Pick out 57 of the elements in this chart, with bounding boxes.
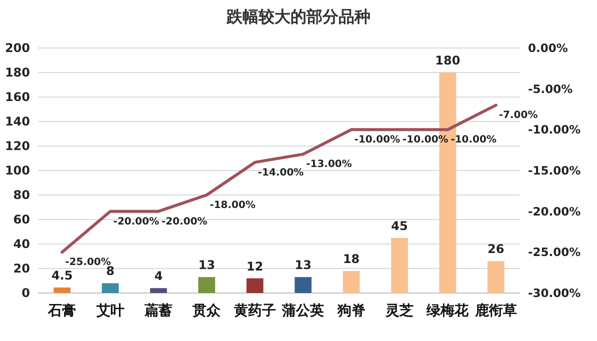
y2-tick-label: -25.00% [528,245,582,260]
data-label: -10.00% [354,134,400,146]
bar [342,270,360,293]
data-label: -7.00% [498,110,538,122]
x-tick-label: 艾叶 [95,303,124,319]
y-tick-label: 180 [4,66,30,80]
bar [198,277,216,293]
y-tick-label: 160 [4,90,30,104]
data-label: 4.5 [51,268,73,282]
y-tick-label: 0 [22,286,30,300]
data-label: 18 [342,252,360,266]
x-tick-label: 绿梅花 [426,303,470,319]
x-tick-label: 萹蓄 [144,303,172,319]
x-tick-label: 石膏 [47,303,76,319]
x-tick-label: 狗脊 [336,303,366,319]
data-label: 45 [391,218,408,233]
y2-tick-label: -15.00% [528,164,582,178]
bar [294,277,312,293]
data-label: -20.00% [162,216,208,228]
data-label: -10.00% [402,134,448,146]
data-label: 26 [488,242,504,256]
bar [102,283,119,293]
bar [54,287,71,293]
bar [150,288,167,293]
y-tick-label: 120 [4,139,30,153]
x-tick-label: 灵芝 [384,303,414,319]
y-tick-label: 200 [4,41,30,55]
data-label: 13 [198,258,216,272]
bar [246,278,264,293]
y2-tick-label: -10.00% [528,122,582,137]
x-tick-label: 贯众 [192,303,222,319]
y-tick-label: 60 [13,212,30,226]
y-tick-label: 20 [13,262,30,276]
x-tick-label: 蒲公英 [281,303,324,319]
bar [487,261,504,293]
data-label: 13 [294,258,312,272]
y-tick-label: 100 [4,164,30,178]
data-label: -13.00% [306,159,352,170]
bar [391,238,408,293]
y-tick-label: 80 [13,188,30,202]
data-label: -20.00% [113,216,160,228]
y2-tick-label: -20.00% [528,204,582,218]
chart-title: 跌幅较大的部分品种 [226,7,370,26]
y-tick-label: 140 [4,114,30,128]
y2-tick-label: 0.00% [528,41,568,55]
y2-tick-label: -5.00% [528,82,574,96]
data-label: -18.00% [210,200,256,211]
data-label: 8 [106,264,114,278]
data-label: -14.00% [258,167,304,178]
data-label: 12 [246,259,264,274]
x-tick-label: 黄药子 [232,303,276,319]
data-label: 4 [154,269,163,284]
y2-tick-label: -30.00% [528,286,582,300]
data-label: -10.00% [450,134,497,146]
data-label: 180 [435,54,460,68]
x-tick-label: 鹿衔草 [474,302,517,319]
y-tick-label: 40 [13,237,30,251]
